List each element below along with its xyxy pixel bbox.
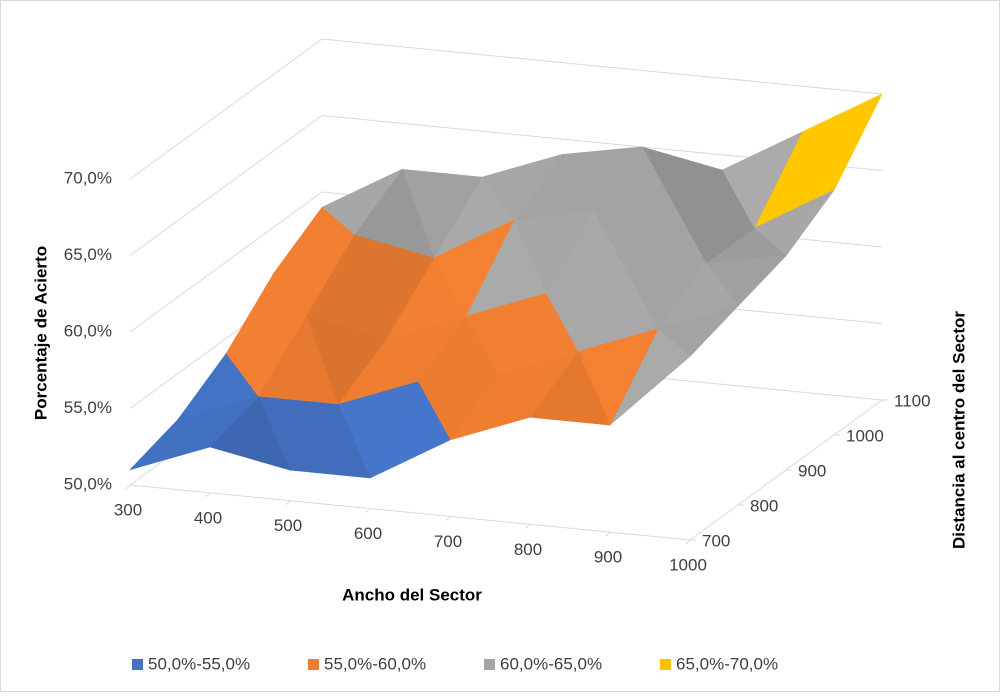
legend-swatch — [660, 659, 671, 670]
legend-swatch — [484, 659, 495, 670]
x-tick — [605, 531, 611, 537]
y-tick-label: 900 — [798, 461, 826, 480]
y-tick-label: 1100 — [894, 391, 931, 410]
x-tick-label: 700 — [434, 532, 462, 551]
y-tick-label: 700 — [702, 531, 730, 550]
legend-label: 50,0%-55,0% — [148, 654, 250, 673]
z-tick-label: 55,0% — [64, 398, 112, 417]
legend-label: 55,0%-60,0% — [324, 654, 426, 673]
legend-swatch — [132, 659, 143, 670]
legend-label: 60,0%-65,0% — [500, 654, 602, 673]
z-tick-label: 60,0% — [64, 321, 112, 340]
x-tick-label: 900 — [594, 548, 622, 567]
x-tick — [365, 508, 371, 513]
z-tick-label: 70,0% — [64, 168, 112, 187]
x-tick — [685, 539, 691, 545]
y-tick-label: 1000 — [846, 426, 884, 445]
x-tick — [525, 523, 531, 529]
z-axis-title: Porcentaje de Acierto — [31, 246, 50, 420]
grid-line — [129, 114, 883, 256]
x-tick-label: 500 — [274, 516, 302, 535]
grid-line — [129, 38, 883, 180]
z-tick-label: 50,0% — [64, 474, 112, 493]
y-axis-title: Distancia al centro del Sector — [949, 311, 968, 549]
x-tick-label: 400 — [194, 508, 222, 527]
axes: 300 400 500 600 700 800 900 1000 700 800 900 1000 11… — [64, 168, 931, 574]
x-tick-label: 1000 — [669, 555, 707, 574]
y-tick-label: 800 — [750, 496, 778, 515]
x-tick — [285, 500, 291, 506]
surface-facet — [129, 419, 211, 471]
x-tick — [125, 484, 131, 490]
x-tick-label: 800 — [514, 540, 542, 559]
legend: 50,0%-55,0% 55,0%-60,0% 60,0%-65,0% 65,0%-7… — [132, 654, 778, 673]
surface — [129, 93, 883, 479]
legend-label: 65,0%-70,0% — [676, 654, 778, 673]
x-tick — [205, 492, 211, 498]
x-tick — [445, 516, 451, 521]
x-tick-label: 600 — [354, 524, 382, 543]
legend-swatch — [308, 659, 319, 670]
x-axis-title: Ancho del Sector — [342, 585, 482, 604]
x-tick-label: 300 — [114, 500, 142, 519]
z-tick-label: 65,0% — [64, 245, 112, 264]
